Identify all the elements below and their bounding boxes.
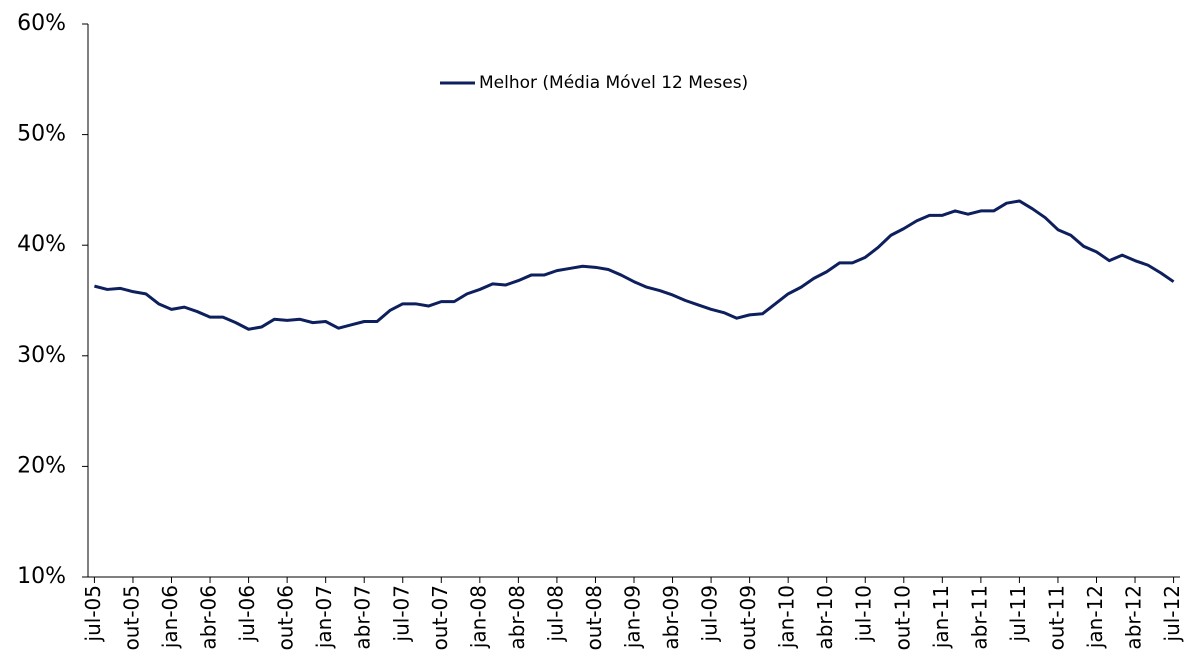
y-tick-label: 40% <box>17 232 66 257</box>
x-tick-label: jul-06 <box>235 585 259 642</box>
y-tick-label: 30% <box>17 343 66 368</box>
x-tick-label: jan-12 <box>1083 585 1107 649</box>
x-tick-label: out-11 <box>1044 585 1068 650</box>
x-tick-label: jan-10 <box>775 585 799 649</box>
x-tick-label: abr-09 <box>659 585 683 650</box>
y-tick-label: 50% <box>17 122 66 147</box>
y-tick-label: 60% <box>17 11 66 36</box>
x-tick-label: abr-10 <box>813 585 837 650</box>
x-tick-label: out-09 <box>736 585 760 650</box>
x-tick-label: out-05 <box>119 585 143 650</box>
x-tick-label: out-10 <box>890 585 914 650</box>
legend-label: Melhor (Média Móvel 12 Meses) <box>479 73 748 93</box>
x-tick-label: jan-11 <box>929 585 953 649</box>
x-tick-label: abr-06 <box>197 585 221 650</box>
x-tick-label: jan-06 <box>158 585 182 649</box>
x-tick-label: jul-08 <box>543 585 567 642</box>
x-tick-label: abr-12 <box>1122 585 1146 650</box>
x-tick-label: abr-11 <box>967 585 991 650</box>
x-tick-label: jul-07 <box>389 585 413 642</box>
y-tick-label: 20% <box>17 453 66 478</box>
x-tick-label: out-07 <box>428 585 452 650</box>
x-tick-label: jan-07 <box>312 585 336 649</box>
x-tick-label: jul-05 <box>81 585 105 642</box>
x-tick-label: jul-11 <box>1006 585 1030 642</box>
x-tick-label: jul-12 <box>1160 585 1184 642</box>
x-tick-label: abr-08 <box>505 585 529 650</box>
x-tick-label: jan-08 <box>466 585 490 649</box>
x-tick-label: out-06 <box>274 585 298 650</box>
x-tick-label: jul-09 <box>698 585 722 642</box>
x-tick-label: out-08 <box>582 585 606 650</box>
x-tick-label: abr-07 <box>351 585 375 650</box>
series-line <box>94 199 1175 331</box>
y-tick-label: 10% <box>17 564 66 589</box>
x-tick-label: jul-10 <box>852 585 876 642</box>
x-tick-label: jan-09 <box>621 585 645 649</box>
